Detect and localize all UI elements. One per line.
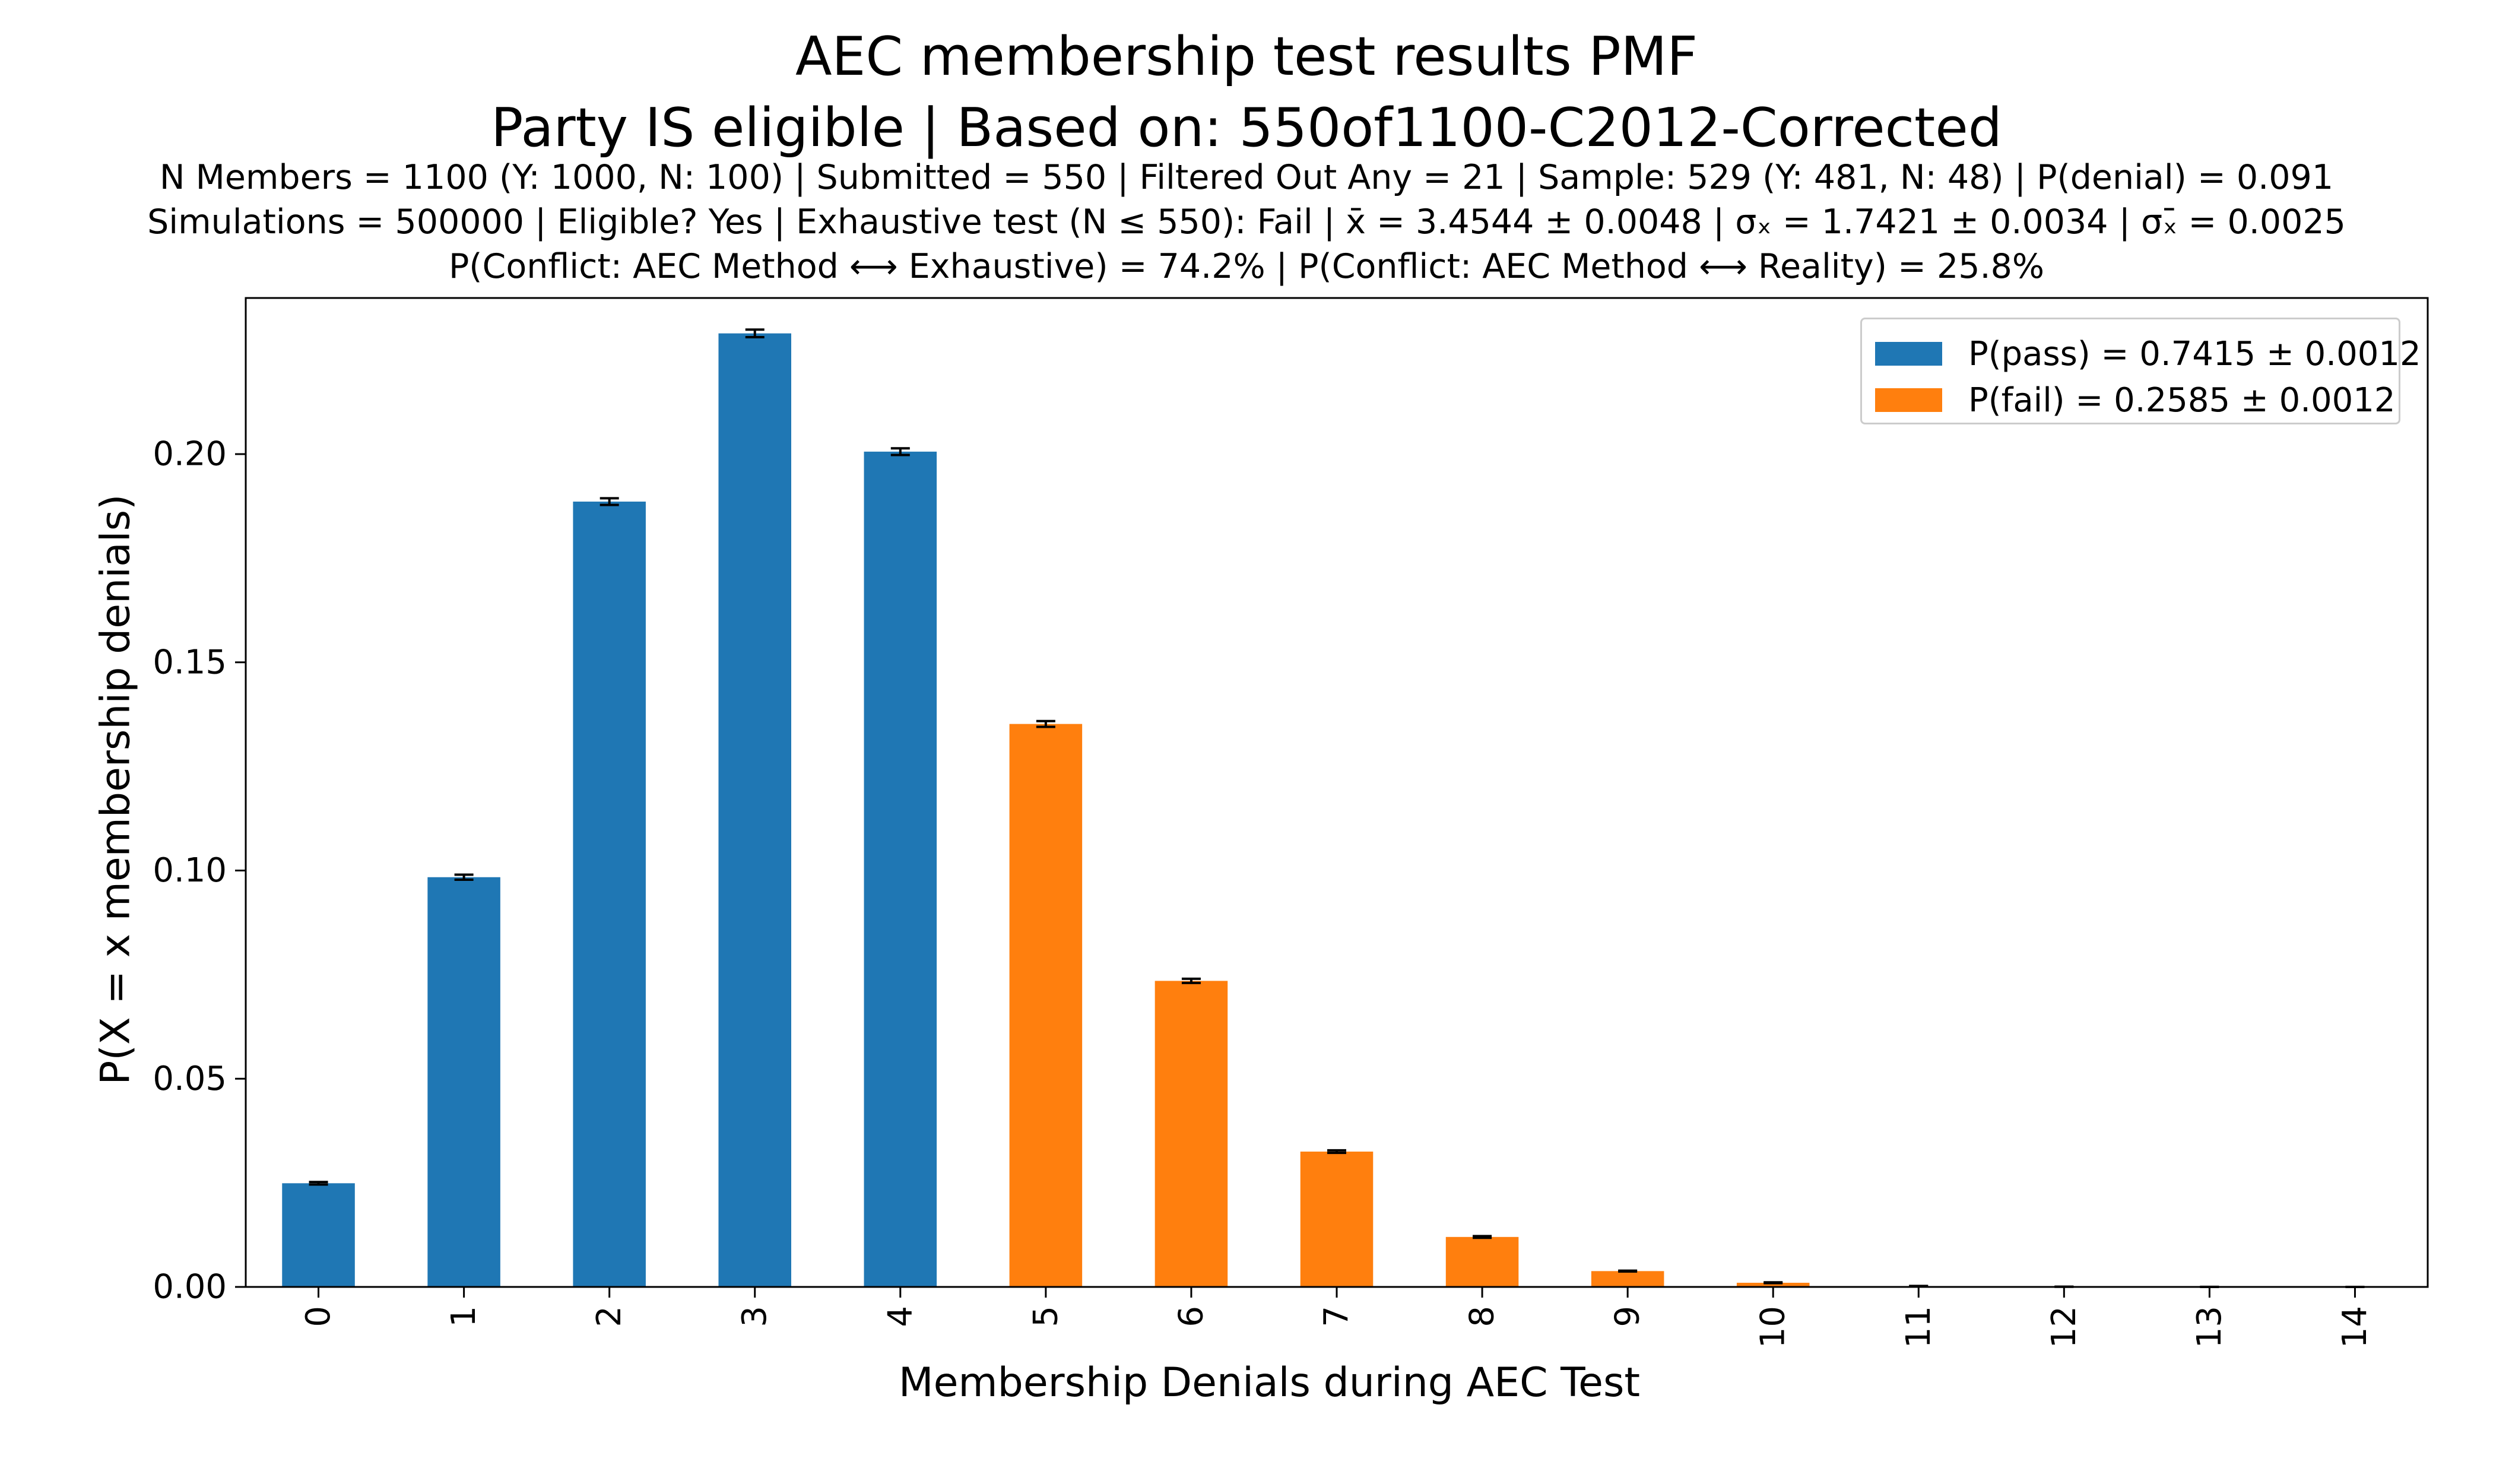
y-axis-label: P(X = x membership denials): [92, 494, 139, 1085]
bar-2: [573, 502, 646, 1287]
x-tick-label-1: 1: [445, 1306, 483, 1327]
bar-5: [1009, 724, 1083, 1287]
x-tick-label-5: 5: [1026, 1306, 1065, 1327]
bar-10: [1736, 1282, 1810, 1287]
legend-label-pass: P(pass) = 0.7415 ± 0.0012: [1968, 334, 2421, 373]
x-tick-label-0: 0: [299, 1306, 338, 1327]
x-axis-label: Membership Denials during AEC Test: [898, 1359, 1641, 1406]
chart-title-line-1: AEC membership test results PMF: [795, 26, 1698, 88]
x-tick-label-13: 13: [2190, 1306, 2229, 1348]
bar-4: [864, 451, 937, 1288]
bar-6: [1154, 981, 1228, 1287]
y-tick-label-0.20: 0.20: [153, 435, 227, 474]
bar-0: [282, 1183, 355, 1287]
x-tick-label-11: 11: [1899, 1306, 1938, 1348]
legend-swatch-fail: [1875, 388, 1942, 412]
x-tick-label-3: 3: [735, 1306, 774, 1327]
legend-item-pass: P(pass) = 0.7415 ± 0.0012: [1875, 330, 2421, 378]
x-tick-label-2: 2: [590, 1306, 629, 1327]
bar-9: [1591, 1271, 1664, 1287]
bar-1: [427, 877, 500, 1287]
x-tick-label-14: 14: [2336, 1306, 2374, 1348]
chart-subtitle-line-2: Simulations = 500000 | Eligible? Yes | E…: [147, 202, 2346, 242]
legend-swatch-pass: [1875, 342, 1942, 366]
bar-3: [718, 333, 791, 1287]
chart-subtitle-line-3: P(Conflict: AEC Method ⟷ Exhaustive) = 7…: [448, 247, 2045, 286]
x-tick-label-9: 9: [1609, 1306, 1647, 1327]
legend-label-fail: P(fail) = 0.2585 ± 0.0012: [1968, 380, 2396, 420]
y-tick-label-0.00: 0.00: [153, 1268, 227, 1307]
chart-title: AEC membership test results PMF Party IS…: [0, 21, 2493, 164]
bar-7: [1300, 1152, 1374, 1287]
chart-title-line-2: Party IS eligible | Based on: 550of1100-…: [491, 97, 2002, 159]
x-tick-label-10: 10: [1754, 1306, 1793, 1348]
x-tick-label-6: 6: [1172, 1306, 1210, 1327]
legend: P(pass) = 0.7415 ± 0.0012 P(fail) = 0.25…: [1860, 318, 2421, 424]
y-tick-label-0.15: 0.15: [153, 643, 227, 681]
x-tick-label-7: 7: [1318, 1306, 1356, 1327]
legend-item-fail: P(fail) = 0.2585 ± 0.0012: [1875, 376, 2396, 424]
y-tick-label-0.05: 0.05: [153, 1060, 227, 1098]
x-tick-label-4: 4: [881, 1306, 919, 1327]
chart-subtitle: N Members = 1100 (Y: 1000, N: 100) | Sub…: [0, 156, 2493, 289]
y-tick-label-0.10: 0.10: [153, 851, 227, 890]
x-tick-label-12: 12: [2045, 1306, 2083, 1348]
bar-8: [1445, 1236, 1519, 1287]
x-tick-label-8: 8: [1463, 1306, 1502, 1327]
chart-subtitle-line-1: N Members = 1100 (Y: 1000, N: 100) | Sub…: [159, 158, 2334, 197]
plot-frame: [245, 297, 2429, 1288]
